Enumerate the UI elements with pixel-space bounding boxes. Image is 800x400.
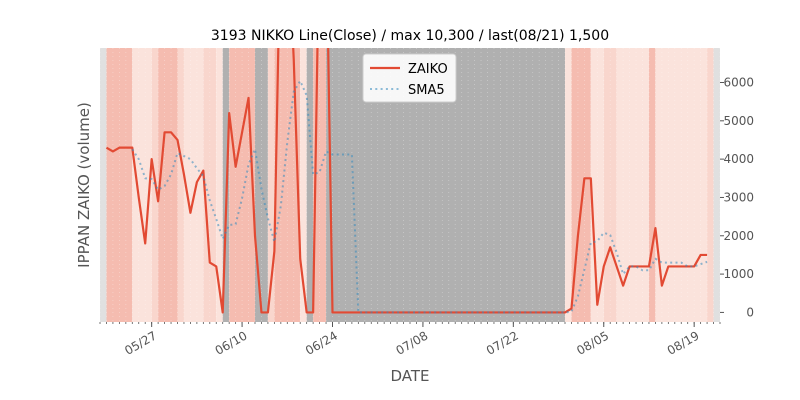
background-band-26 — [713, 48, 720, 322]
y-tick-label: 1000 — [723, 267, 754, 281]
x-tick-label: 07/08 — [393, 328, 430, 357]
background-band-0 — [100, 48, 107, 322]
background-band-5 — [177, 48, 184, 322]
x-axis-label: DATE — [390, 367, 429, 385]
background-band-1 — [106, 48, 133, 322]
background-band-10 — [229, 48, 255, 322]
y-tick-label: 2000 — [723, 229, 754, 243]
x-tick-label: 05/27 — [122, 328, 159, 357]
x-axis: 05/27 06/10 06/24 07/08 07/22 08/05 08/19 — [99, 322, 721, 358]
x-tick-label: 07/22 — [484, 328, 521, 357]
legend: ZAIKO SMA5 — [362, 53, 457, 103]
y-tick-label: 0 — [746, 305, 754, 319]
background-band-23 — [648, 48, 656, 322]
series-line-sma5 — [131, 79, 708, 314]
background-band-6 — [183, 48, 204, 322]
background-band-25 — [707, 48, 714, 322]
y-tick-label: 6000 — [723, 75, 754, 89]
background-band-12 — [267, 48, 275, 322]
y-tick-label: 5000 — [723, 114, 754, 128]
y-tick-label: 4000 — [723, 152, 754, 166]
background-band-2 — [132, 48, 152, 322]
y-axis-label: IPPAN ZAIKO (volume) — [75, 102, 93, 268]
chart-title: 3193 NIKKO Line(Close) / max 10,300 / la… — [211, 28, 609, 44]
x-tick-label: 08/05 — [574, 328, 611, 357]
background-band-15 — [306, 48, 314, 322]
background-band-22 — [616, 48, 649, 322]
y-axis: 0 1000 2000 3000 4000 5000 6000 — [720, 75, 754, 319]
x-tick-label: 06/24 — [303, 328, 340, 357]
background-band-7 — [203, 48, 217, 322]
legend-label-zaiko: ZAIKO — [408, 62, 448, 77]
background-band-4 — [158, 48, 178, 322]
series-lines — [105, 48, 708, 314]
x-tick-label: 06/10 — [213, 328, 250, 357]
background-band-18 — [565, 48, 572, 322]
x-tick-label: 08/19 — [665, 328, 702, 357]
y-tick-label: 3000 — [723, 190, 754, 204]
background-band-11 — [255, 48, 268, 322]
series-line-zaiko — [105, 48, 708, 314]
background-band-14 — [300, 48, 307, 322]
legend-label-sma5: SMA5 — [408, 83, 445, 98]
background-band-8 — [216, 48, 223, 322]
